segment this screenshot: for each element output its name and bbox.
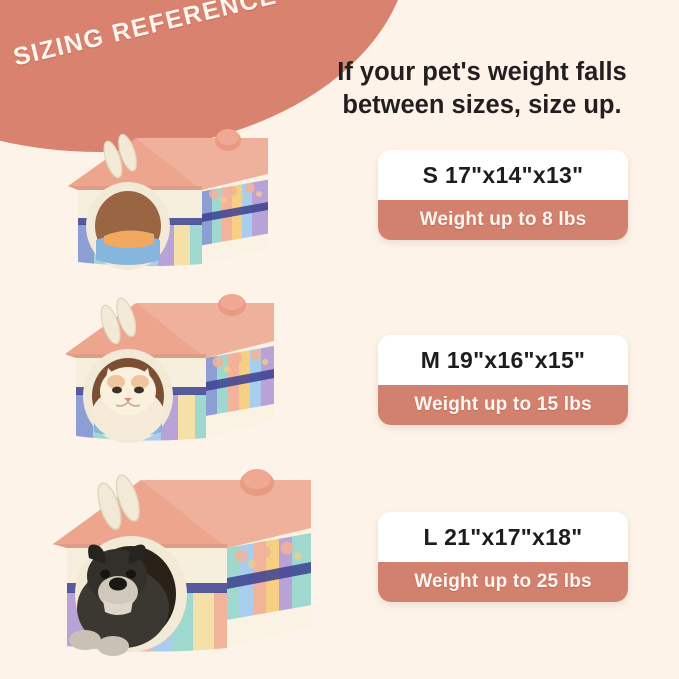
product-photo-small xyxy=(62,128,288,270)
dog-illustration xyxy=(69,544,169,656)
size-dimensions: M 19"x16"x15" xyxy=(378,335,628,385)
product-photo-large xyxy=(45,466,335,662)
size-weight-limit: Weight up to 8 lbs xyxy=(378,200,628,240)
size-dimensions: S 17"x14"x13" xyxy=(378,150,628,200)
size-card-large: L 21"x17"x18" Weight up to 25 lbs xyxy=(378,512,628,602)
size-weight-limit: Weight up to 25 lbs xyxy=(378,562,628,602)
size-card-small: S 17"x14"x13" Weight up to 8 lbs xyxy=(378,150,628,240)
page-title: If your pet's weight falls between sizes… xyxy=(292,56,672,121)
product-photo-medium xyxy=(58,292,294,446)
size-card-medium: M 19"x16"x15" Weight up to 15 lbs xyxy=(378,335,628,425)
headline-line-1: If your pet's weight falls xyxy=(337,58,627,86)
cat-illustration xyxy=(92,367,164,440)
headline-line-2: between sizes, size up. xyxy=(342,90,622,119)
size-weight-limit: Weight up to 15 lbs xyxy=(378,385,628,425)
size-dimensions: L 21"x17"x18" xyxy=(378,512,628,562)
